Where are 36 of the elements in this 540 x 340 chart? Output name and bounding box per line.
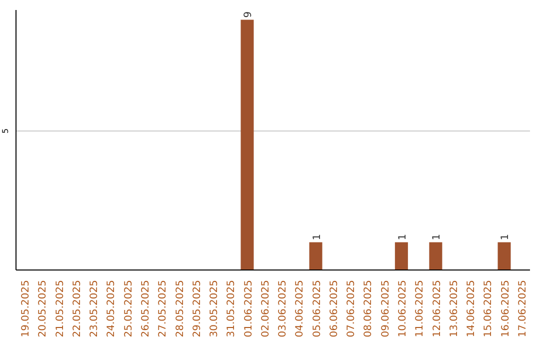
y-tick-label: 5 xyxy=(1,128,10,134)
x-tick-label: 30.05.2025 xyxy=(209,280,220,338)
x-tick-label: 01.06.2025 xyxy=(243,280,254,338)
x-tick-label: 26.05.2025 xyxy=(140,280,152,338)
x-tick-label: 31.05.2025 xyxy=(226,280,238,338)
x-tick-label: 06.06.2025 xyxy=(328,280,340,338)
x-tick-label: 20.05.2025 xyxy=(38,280,49,338)
data-label: 1 xyxy=(397,234,408,240)
data-label: 1 xyxy=(432,234,443,240)
x-tick-label: 03.06.2025 xyxy=(278,280,289,338)
x-tick-label: 19.05.2025 xyxy=(20,280,32,338)
x-tick-label: 08.06.2025 xyxy=(363,280,374,338)
x-tick-label: 14.06.2025 xyxy=(466,280,478,338)
x-tick-label: 22.05.2025 xyxy=(72,280,83,338)
x-tick-label: 24.05.2025 xyxy=(106,280,118,338)
x-tick-label: 09.06.2025 xyxy=(380,280,392,338)
x-tick-label: 28.05.2025 xyxy=(174,280,186,338)
x-tick-label: 05.06.2025 xyxy=(312,280,323,338)
data-label: 1 xyxy=(312,234,323,240)
x-tick-label: 23.05.2025 xyxy=(89,280,100,338)
x-tick-label: 13.06.2025 xyxy=(448,280,460,338)
x-tick-label: 16.06.2025 xyxy=(500,280,512,338)
data-label: 1 xyxy=(500,234,512,240)
x-tick-label: 10.06.2025 xyxy=(398,280,408,338)
x-tick-label: 11.06.2025 xyxy=(414,280,426,338)
x-tick-label: 17.06.2025 xyxy=(517,280,528,338)
x-tick-label: 15.06.2025 xyxy=(483,280,494,338)
x-tick-label: 07.06.2025 xyxy=(346,280,358,338)
x-tick-label: 02.06.2025 xyxy=(260,280,272,338)
x-tick-label: 27.05.2025 xyxy=(158,280,169,338)
x-tick-label: 29.05.2025 xyxy=(192,280,203,338)
x-tick-label: 04.06.2025 xyxy=(294,280,306,338)
x-tick-label: 25.05.2025 xyxy=(123,280,134,338)
x-tick-label: 12.06.2025 xyxy=(432,280,443,338)
data-label: 9 xyxy=(243,11,254,18)
x-tick-label: 21.05.2025 xyxy=(54,280,66,338)
